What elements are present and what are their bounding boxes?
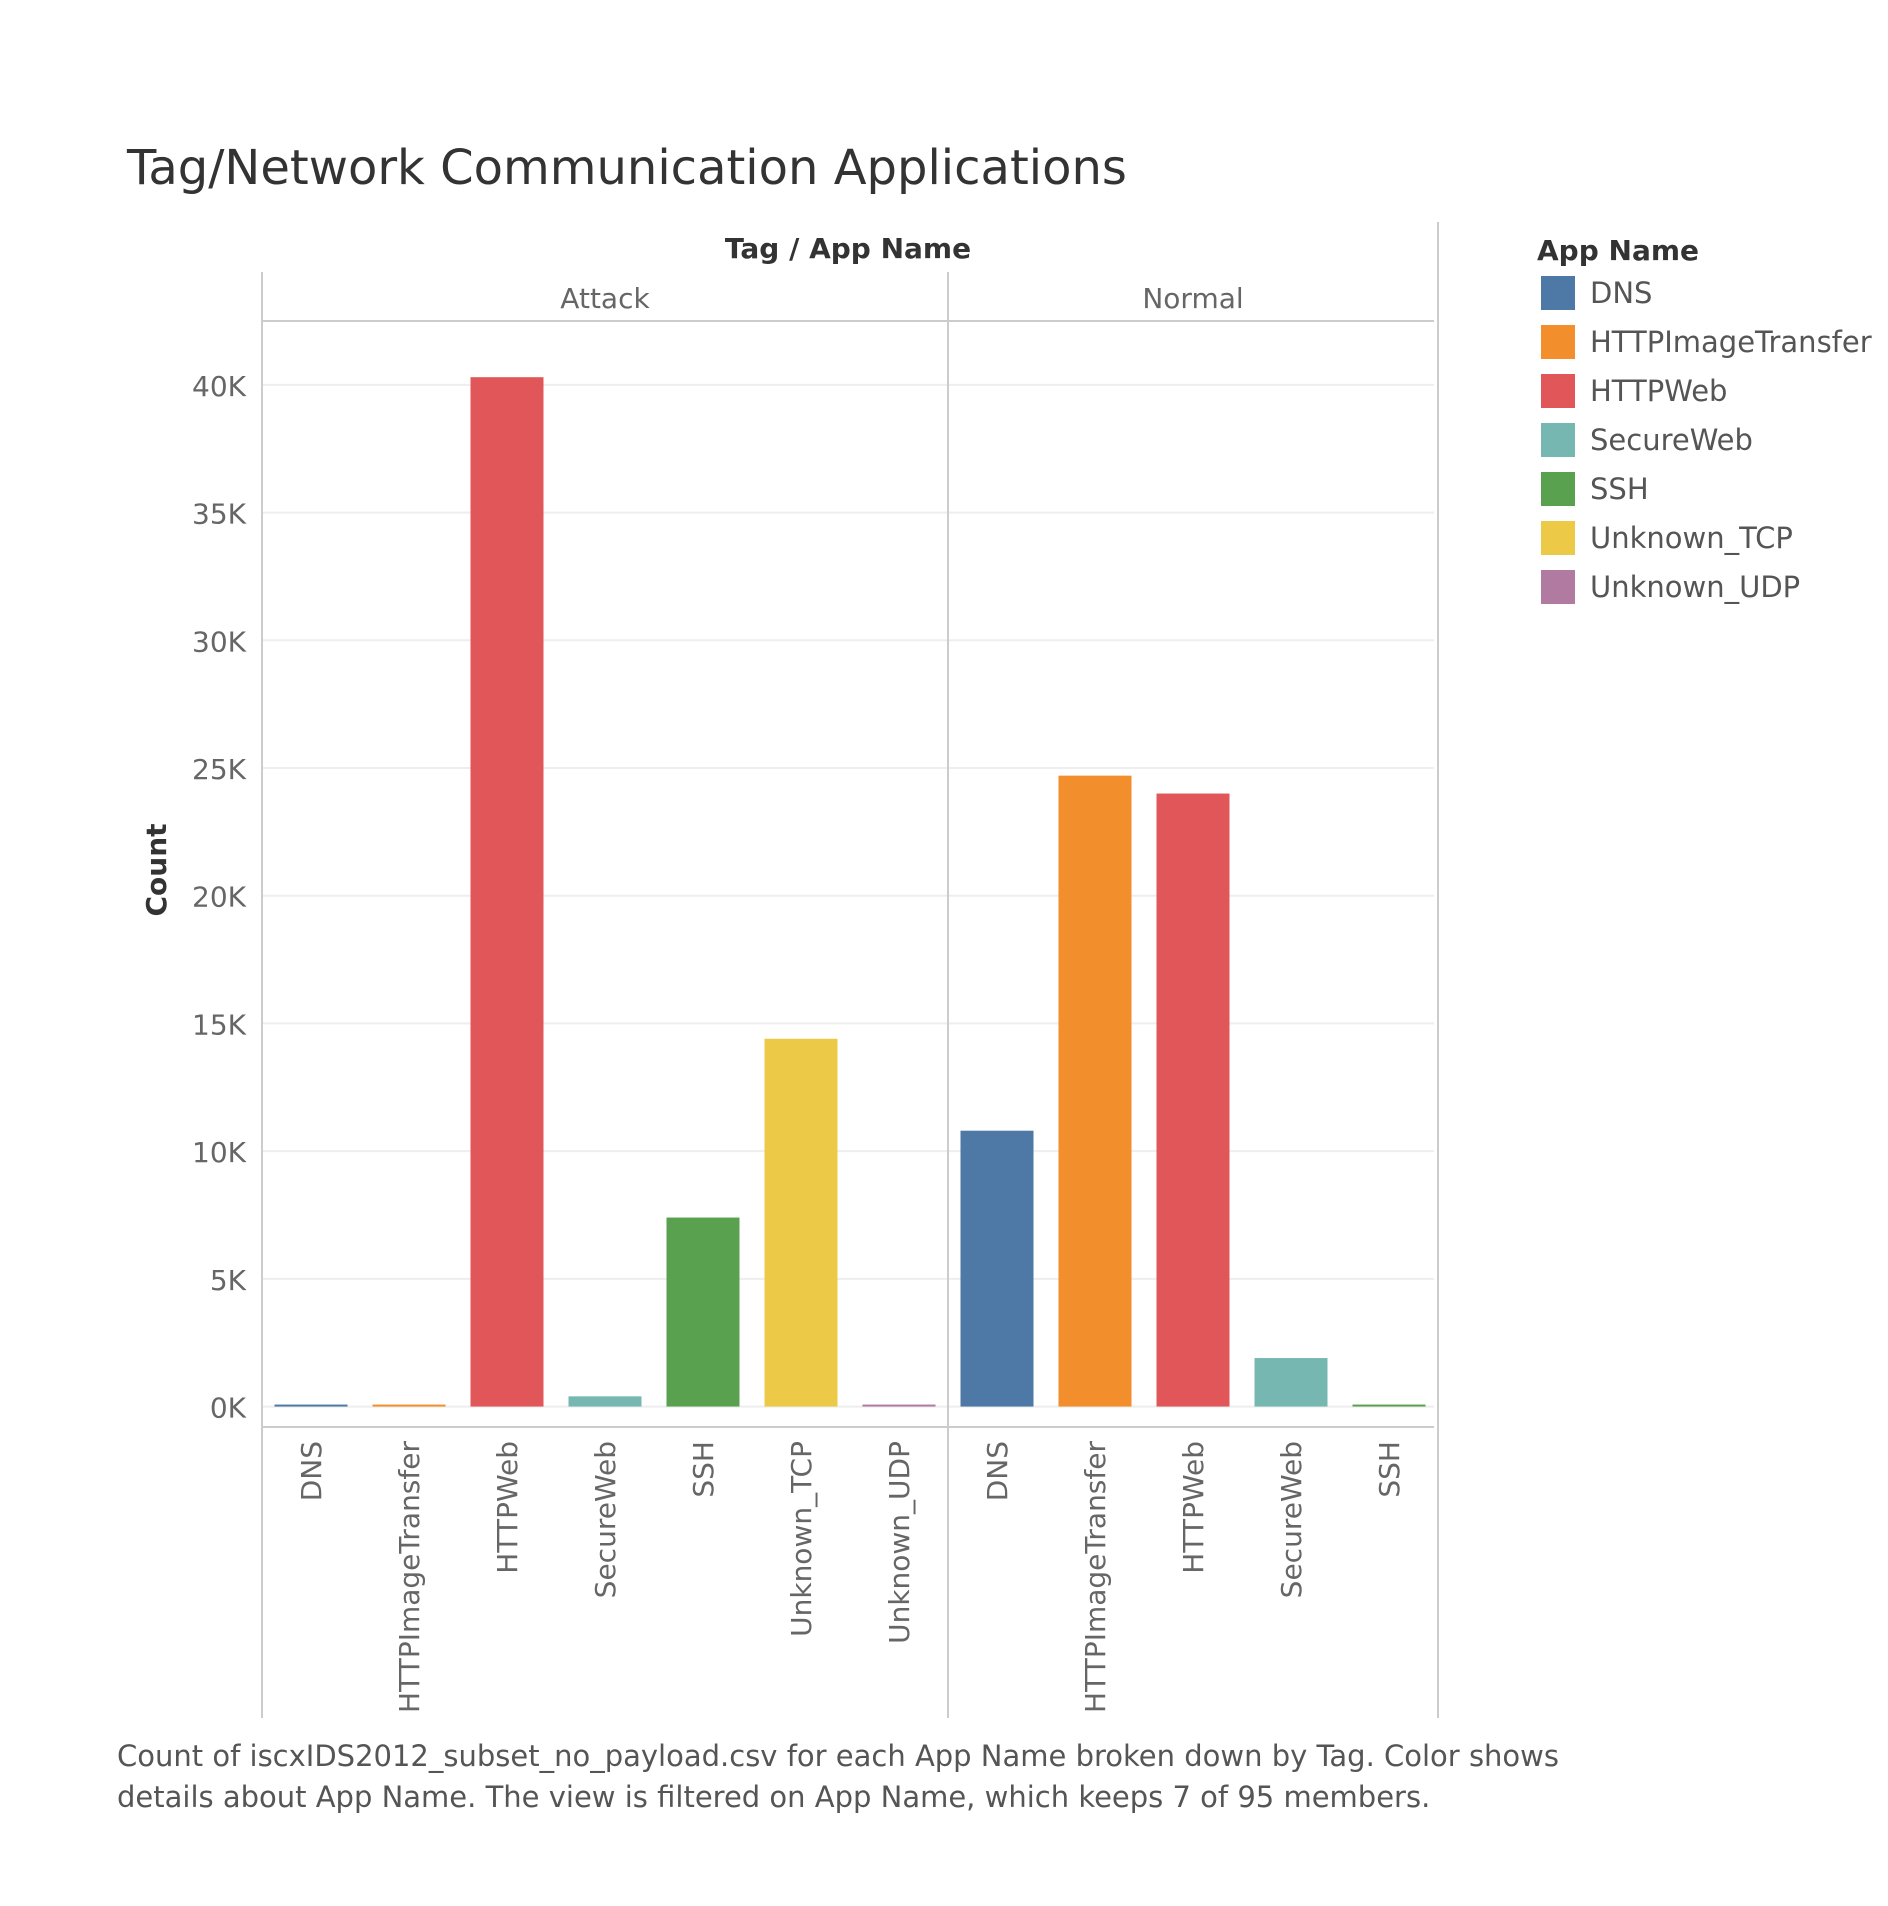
bar-normal-secureweb <box>1254 1358 1328 1407</box>
x-tick-label: Unknown_TCP <box>785 1441 818 1637</box>
x-tick-label: HTTPImageTransfer <box>393 1441 426 1713</box>
x-tick-label: SecureWeb <box>1275 1441 1308 1598</box>
legend-swatch-ssh <box>1541 472 1575 506</box>
legend-swatch-secureweb <box>1541 423 1575 457</box>
legend-title: App Name <box>1537 234 1699 267</box>
panel-header-normal: Normal <box>1142 282 1243 315</box>
bar-normal-ssh <box>1352 1404 1426 1407</box>
y-axis-label: Count <box>140 823 173 916</box>
x-tick-label: SecureWeb <box>589 1441 622 1598</box>
legend-swatch-unknown_tcp <box>1541 521 1575 555</box>
legend-label-ssh: SSH <box>1590 472 1649 506</box>
legend-swatch-dns <box>1541 276 1575 310</box>
x-tick-label: DNS <box>981 1441 1014 1501</box>
y-tick-label: 15K <box>192 1008 247 1041</box>
x-tick-label: HTTPWeb <box>491 1441 524 1574</box>
bar-attack-unknown_tcp <box>764 1038 838 1407</box>
x-tick-label: HTTPImageTransfer <box>1079 1441 1112 1713</box>
bar-attack-secureweb <box>568 1396 642 1407</box>
y-tick-label: 5K <box>210 1264 247 1297</box>
y-tick-label: 20K <box>192 881 247 914</box>
bar-attack-httpweb <box>470 377 544 1407</box>
bar-attack-unknown_udp <box>862 1404 936 1407</box>
caption-line-2: details about App Name. The view is filt… <box>117 1780 1431 1814</box>
chart-caption: Count of iscxIDS2012_subset_no_payload.c… <box>117 1736 1597 1818</box>
x-tick-label: HTTPWeb <box>1177 1441 1210 1574</box>
legend-swatch-httpimagetransfer <box>1541 325 1575 359</box>
legend-label-unknown_udp: Unknown_UDP <box>1590 570 1800 604</box>
caption-line-1: Count of iscxIDS2012_subset_no_payload.c… <box>117 1739 1559 1773</box>
y-tick-label: 10K <box>192 1136 247 1169</box>
y-tick-label: 30K <box>192 625 247 658</box>
legend-swatch-unknown_udp <box>1541 570 1575 604</box>
column-header: Tag / App Name <box>725 232 971 265</box>
y-tick-label: 40K <box>192 370 247 403</box>
bar-attack-ssh <box>666 1217 740 1407</box>
y-tick-label: 0K <box>210 1392 247 1425</box>
legend-label-unknown_tcp: Unknown_TCP <box>1590 521 1793 555</box>
legend-swatch-httpweb <box>1541 374 1575 408</box>
legend-label-httpweb: HTTPWeb <box>1590 374 1727 408</box>
x-tick-label: SSH <box>1373 1441 1406 1498</box>
legend-label-dns: DNS <box>1590 276 1652 310</box>
chart-title: Tag/Network Communication Applications <box>126 140 1127 196</box>
bar-normal-httpimagetransfer <box>1058 775 1132 1407</box>
x-tick-label: Unknown_UDP <box>883 1441 916 1644</box>
bar-normal-httpweb <box>1156 793 1230 1407</box>
legend-label-secureweb: SecureWeb <box>1590 423 1753 457</box>
bar-attack-httpimagetransfer <box>372 1404 446 1407</box>
bar-attack-dns <box>274 1404 348 1407</box>
bar-normal-dns <box>960 1130 1034 1407</box>
y-tick-label: 35K <box>192 498 247 531</box>
y-tick-label: 25K <box>192 753 247 786</box>
x-tick-label: DNS <box>295 1441 328 1501</box>
panel-header-attack: Attack <box>560 282 650 315</box>
x-tick-label: SSH <box>687 1441 720 1498</box>
legend-label-httpimagetransfer: HTTPImageTransfer <box>1590 325 1872 359</box>
